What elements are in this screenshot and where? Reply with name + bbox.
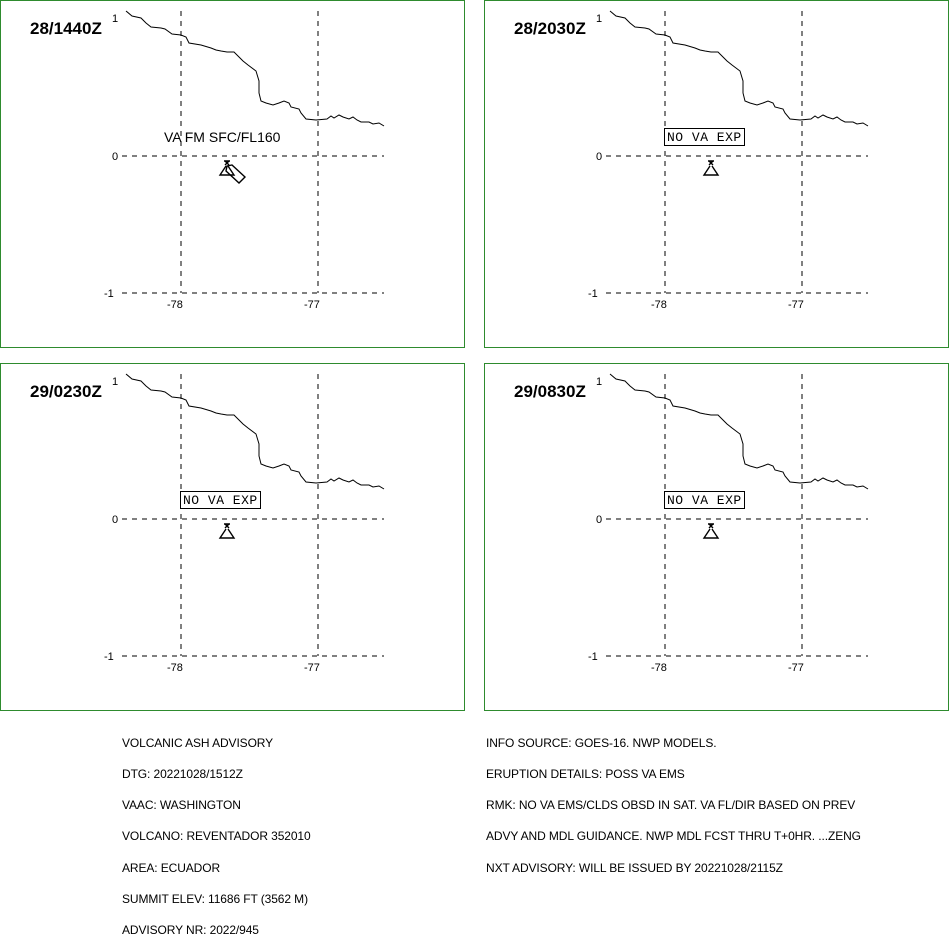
lat-label-minus1: -1: [104, 288, 114, 300]
advisory-right-text: INFO SOURCE: GOES-16. NWP MODELS. ERUPTI…: [486, 717, 861, 883]
lon-label-minus78: -78: [167, 662, 183, 674]
advisory-left-text: VOLCANIC ASH ADVISORY DTG: 20221028/1512…: [122, 717, 311, 946]
coastline: [609, 10, 869, 127]
volcano-icon: [218, 523, 236, 539]
coastline: [125, 373, 385, 490]
lat-label-minus1: -1: [588, 288, 598, 300]
map-canvas: [606, 10, 869, 294]
lon-label-minus77: -77: [788, 662, 804, 674]
lat-label-minus1: -1: [104, 651, 114, 663]
volcano-icon: [218, 160, 236, 176]
advisory-line: VAAC: WASHINGTON: [122, 798, 241, 813]
advisory-line: ERUPTION DETAILS: POSS VA EMS: [486, 767, 685, 782]
lat-label-0: 0: [112, 514, 119, 526]
volcanic-ash-annotation: NO VA EXP: [664, 128, 745, 146]
panel-time-label: 28/1440Z: [30, 19, 102, 38]
forecast-panel: 29/0230Z NO VA EXP 1 0 -1 -78 -77: [0, 363, 465, 711]
lon-label-minus78: -78: [651, 299, 667, 311]
volcanic-ash-annotation: NO VA EXP: [664, 491, 745, 509]
lat-label-0: 0: [596, 151, 603, 163]
advisory-line: VOLCANO: REVENTADOR 352010: [122, 829, 311, 844]
lon-label-minus78: -78: [167, 299, 183, 311]
map-canvas: [122, 10, 385, 294]
lon-label-minus77: -77: [304, 299, 320, 311]
advisory-line: VOLCANIC ASH ADVISORY: [122, 735, 274, 750]
forecast-panel: 28/2030Z NO VA EXP 1 0 -1 -78 -77: [484, 0, 949, 348]
advisory-line: DTG: 20221028/1512Z: [122, 767, 243, 782]
lat-label-minus1: -1: [588, 651, 598, 663]
advisory-line: SUMMIT ELEV: 11686 FT (3562 M): [122, 891, 308, 906]
lat-label-1: 1: [112, 376, 119, 388]
panel-time-label: 29/0230Z: [30, 382, 102, 401]
advisory-line: RMK: NO VA EMS/CLDS OBSD IN SAT. VA FL/D…: [486, 798, 856, 813]
volcanic-ash-annotation: VA FM SFC/FL160: [164, 129, 281, 145]
coastline: [125, 10, 385, 127]
lat-label-1: 1: [596, 13, 603, 25]
advisory-line: INFO SOURCE: GOES-16. NWP MODELS.: [486, 735, 717, 750]
forecast-panel: 28/1440Z VA FM SFC/FL160 1 0 -1 -78 -77: [0, 0, 465, 348]
lat-label-0: 0: [596, 514, 603, 526]
lat-label-1: 1: [596, 376, 603, 388]
lat-label-1: 1: [112, 13, 119, 25]
map-canvas: [122, 373, 385, 657]
panel-time-label: 29/0830Z: [514, 382, 586, 401]
forecast-panel: 29/0830Z NO VA EXP 1 0 -1 -78 -77: [484, 363, 949, 711]
advisory-line: ADVISORY NR: 2022/945: [122, 923, 259, 938]
lat-label-0: 0: [112, 151, 119, 163]
advisory-line: AREA: ECUADOR: [122, 860, 221, 875]
lon-label-minus78: -78: [651, 662, 667, 674]
volcano-icon: [702, 523, 720, 539]
lon-label-minus77: -77: [788, 299, 804, 311]
advisory-line: NXT ADVISORY: WILL BE ISSUED BY 20221028…: [486, 860, 783, 875]
volcano-icon: [702, 160, 720, 176]
coastline: [609, 373, 869, 490]
ash-plume-icon: [225, 164, 247, 184]
panel-time-label: 28/2030Z: [514, 19, 586, 38]
advisory-line: ADVY AND MDL GUIDANCE. NWP MDL FCST THRU…: [486, 829, 861, 844]
map-canvas: [606, 373, 869, 657]
lon-label-minus77: -77: [304, 662, 320, 674]
volcanic-ash-annotation: NO VA EXP: [180, 491, 261, 509]
